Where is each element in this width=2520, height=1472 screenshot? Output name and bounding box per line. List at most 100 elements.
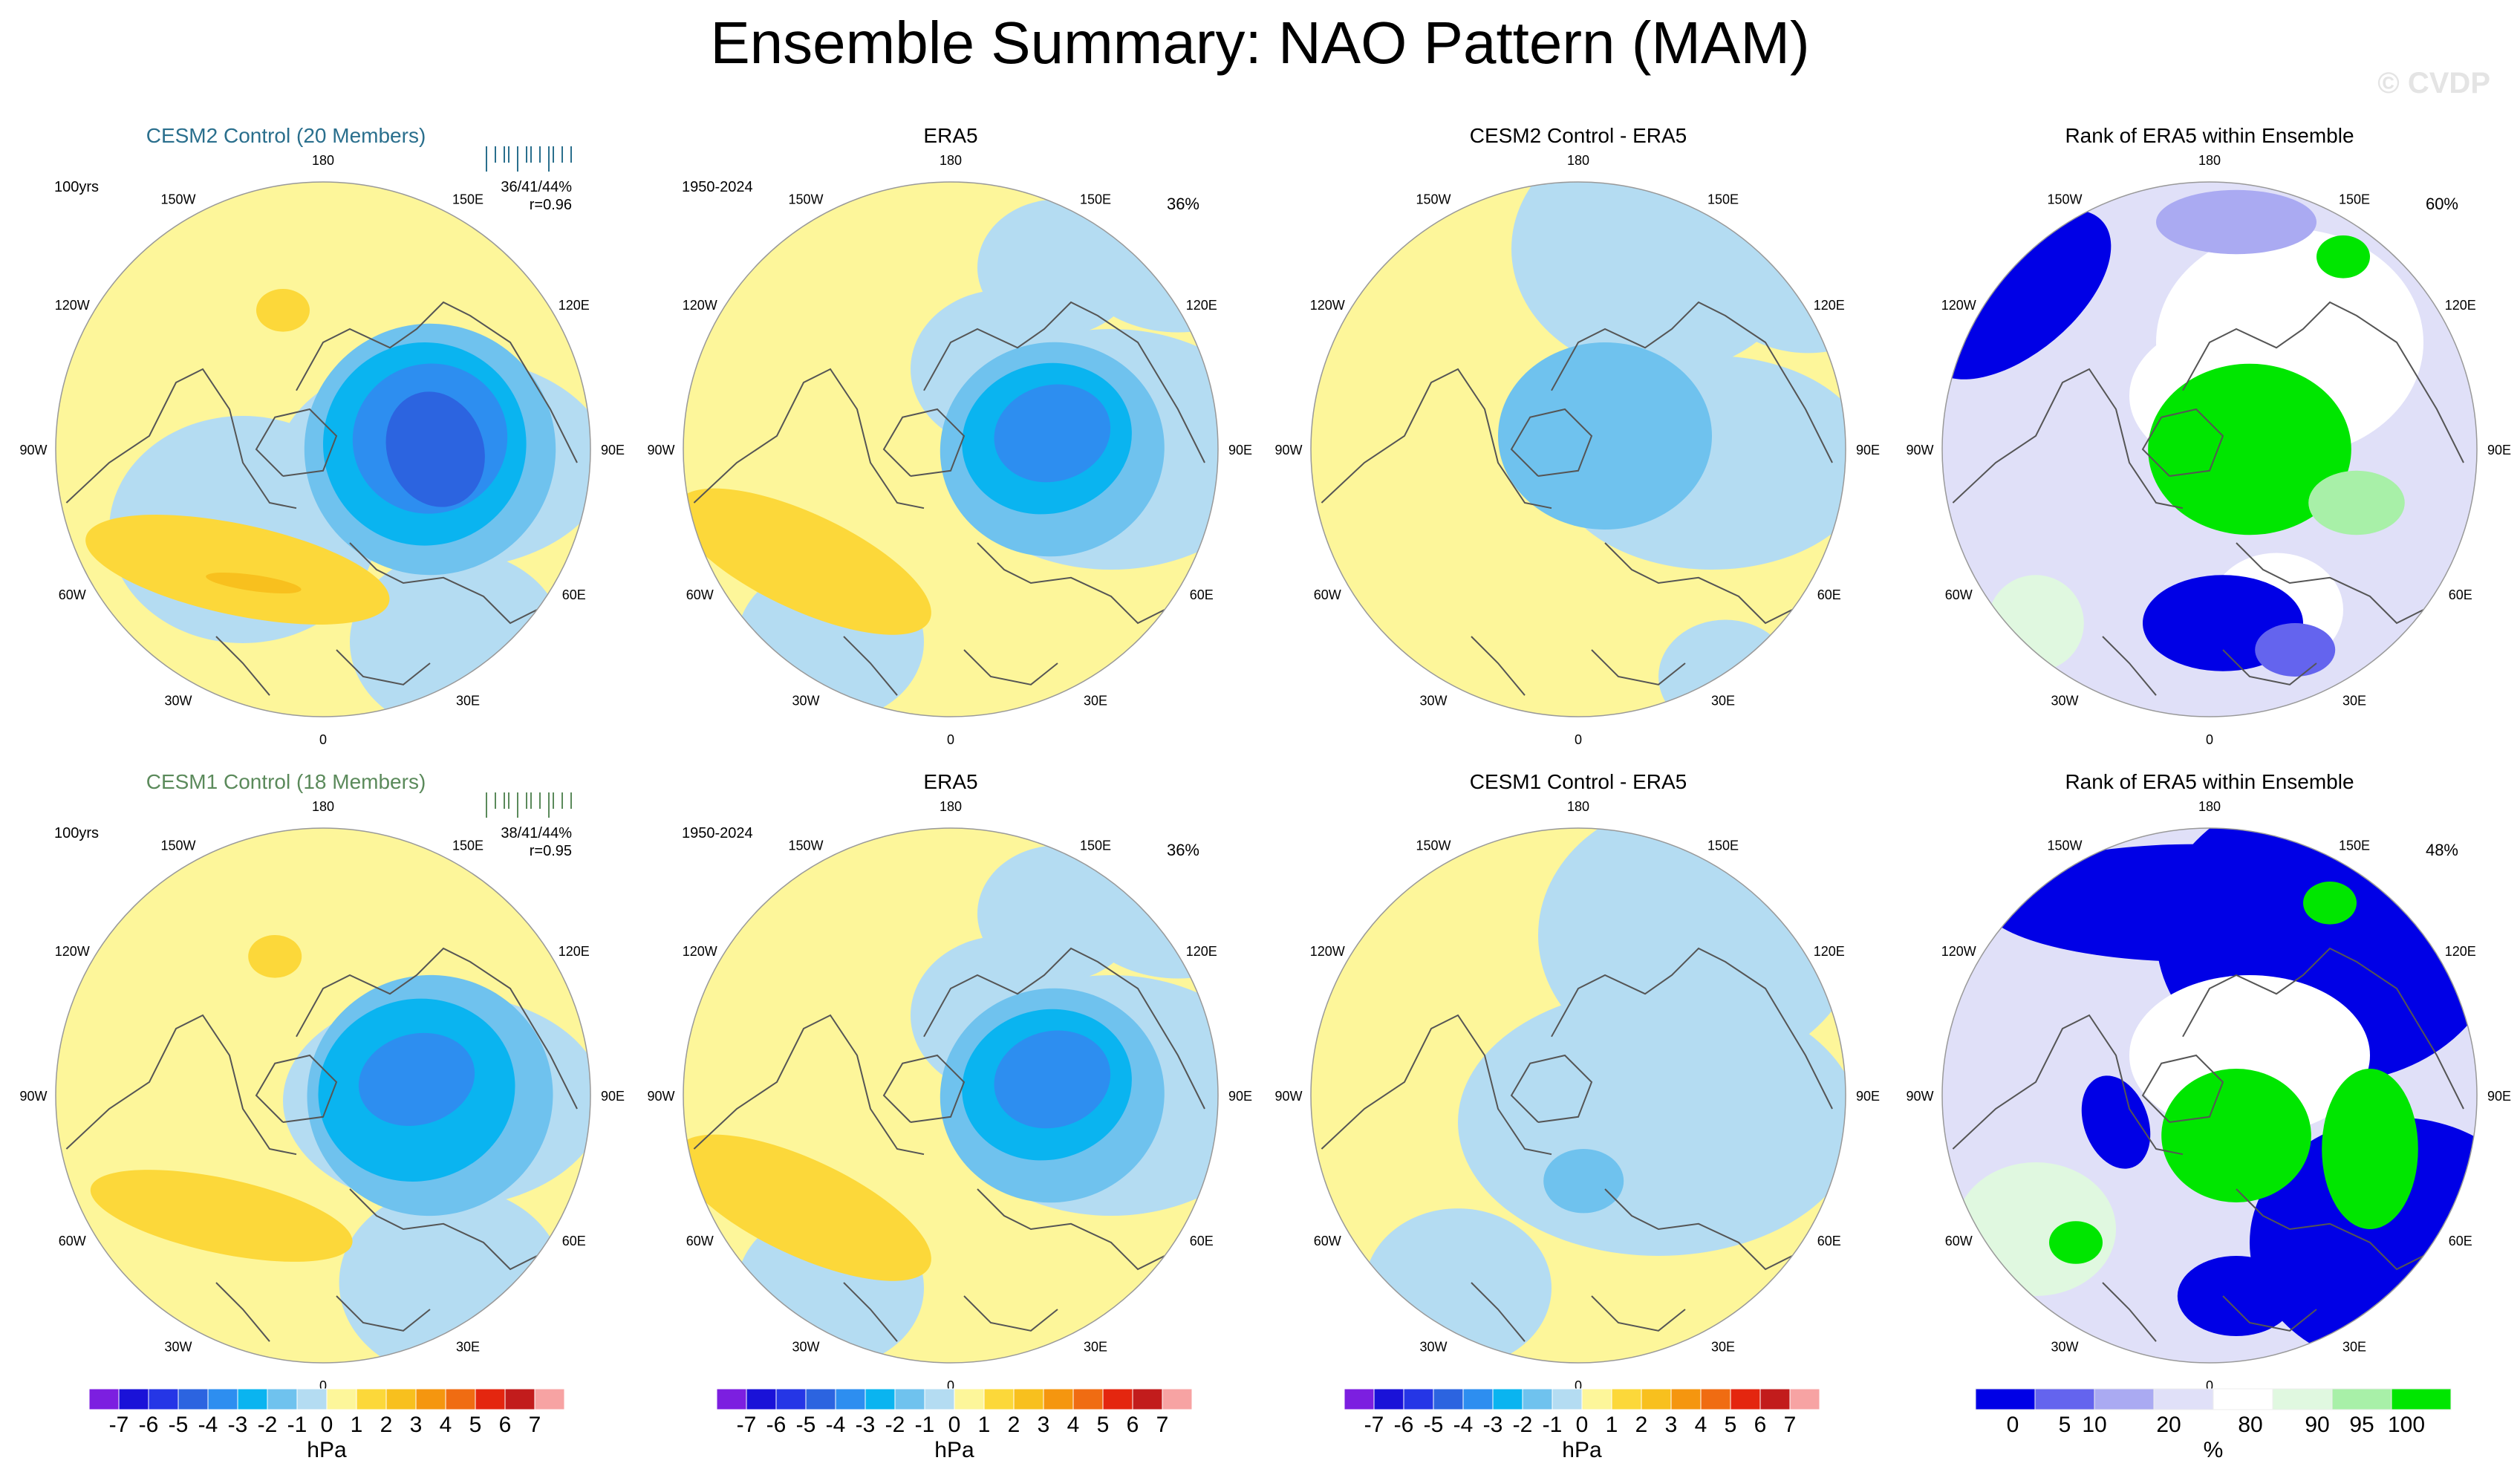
contour-region xyxy=(339,1187,564,1363)
longitude-label: 60E xyxy=(1190,1234,1214,1248)
colorbar-swatch xyxy=(118,1388,149,1410)
coastline xyxy=(2222,649,2317,685)
coastline xyxy=(349,542,538,625)
longitude-label: 30E xyxy=(2342,1340,2366,1355)
figure-title: Ensemble Summary: NAO Pattern (MAM) xyxy=(710,10,1810,76)
longitude-label: 0 xyxy=(1575,732,1582,747)
contour-region xyxy=(1511,182,1806,374)
longitude-label: 30W xyxy=(1419,1340,1447,1355)
colorbar-swatch xyxy=(2272,1388,2333,1410)
coastline xyxy=(65,368,297,509)
coastline xyxy=(215,636,270,696)
longitude-label: 60W xyxy=(1314,587,1341,602)
coastline xyxy=(843,1282,898,1342)
coastline xyxy=(215,1282,270,1342)
colorbar-tick-label: -4 xyxy=(1453,1413,1474,1437)
colorbar-tick-label: 0 xyxy=(321,1413,333,1437)
variance-label: 36% xyxy=(1167,841,1199,859)
coastline xyxy=(923,301,1205,463)
colorbar-swatch xyxy=(1522,1388,1553,1410)
colorbar-swatch xyxy=(1552,1388,1583,1410)
longitude-label: 60E xyxy=(562,587,586,602)
longitude-label: 120W xyxy=(1941,298,1976,313)
map-panel: 180 150E 120E 90E 60E 30E 0 30W 60W 90W 120W 150W Ra… xyxy=(1906,770,2511,1393)
longitude-label: 0 xyxy=(2206,1378,2213,1393)
coastline xyxy=(336,649,431,685)
contour-region xyxy=(994,1030,1111,1129)
colorbar-swatch xyxy=(1641,1388,1672,1410)
coastline xyxy=(693,1014,925,1156)
colorbar-swatch xyxy=(2153,1388,2214,1410)
map-boundary xyxy=(1310,181,1846,717)
longitude-label: 180 xyxy=(312,153,334,168)
cvdp-watermark: © CVDP xyxy=(2377,67,2490,100)
longitude-label: 30W xyxy=(792,1340,819,1355)
colorbar-tick-label: -5 xyxy=(169,1413,189,1437)
colorbar-tick-label: 1 xyxy=(1606,1413,1618,1437)
colorbar-tick-label: 2 xyxy=(1008,1413,1020,1437)
longitude-label: 90E xyxy=(1856,443,1880,457)
colorbar-unit: hPa xyxy=(1562,1438,1602,1462)
longitude-label: 90E xyxy=(1856,1089,1880,1104)
contour-region xyxy=(2308,470,2405,535)
longitude-label: 30W xyxy=(2051,1340,2078,1355)
coastline xyxy=(1551,301,1833,463)
colorbar-swatch xyxy=(2331,1388,2392,1410)
contour-region xyxy=(1942,209,2112,380)
colorbar-tick-label: 0 xyxy=(1576,1413,1589,1437)
longitude-label: 0 xyxy=(319,732,327,747)
colorbar-tick-label: -1 xyxy=(287,1413,307,1437)
colorbar-swatch xyxy=(1373,1388,1404,1410)
coastline xyxy=(255,1054,338,1123)
longitude-label: 120E xyxy=(1186,298,1217,313)
coastline xyxy=(1510,1054,1593,1123)
contour-region xyxy=(1987,575,2084,671)
longitude-label: 30E xyxy=(1084,694,1107,709)
colorbar-swatch xyxy=(835,1388,866,1410)
coastline xyxy=(1591,1295,1686,1332)
longitude-label: 150W xyxy=(788,838,823,853)
coastline xyxy=(336,1295,431,1332)
longitude-label: 150W xyxy=(1416,192,1451,206)
period-label: 100yrs xyxy=(54,179,99,195)
coastline xyxy=(1952,368,2184,509)
colorbar-swatch xyxy=(805,1388,836,1410)
period-label: 1950-2024 xyxy=(682,179,753,195)
colorbar-swatch xyxy=(88,1388,120,1410)
colorbar-tick-label: 3 xyxy=(1665,1413,1678,1437)
stats-correlation: r=0.95 xyxy=(530,843,572,859)
contour-region xyxy=(385,391,485,507)
colorbar-tick-label: -5 xyxy=(796,1413,816,1437)
contour-region xyxy=(358,1032,475,1126)
colorbar-swatch xyxy=(1162,1388,1193,1410)
map-boundary xyxy=(1941,827,2478,1364)
colorbar-swatch xyxy=(1102,1388,1133,1410)
colorbar-tick-label: 7 xyxy=(1156,1413,1169,1437)
map-boundary xyxy=(55,181,591,717)
coastline xyxy=(1471,636,1526,696)
contour-region xyxy=(206,573,302,593)
longitude-label: 0 xyxy=(947,732,954,747)
contour-region xyxy=(248,935,302,978)
longitude-label: 90W xyxy=(647,1089,674,1104)
coastline xyxy=(296,947,578,1110)
longitude-label: 120W xyxy=(55,944,90,959)
longitude-label: 0 xyxy=(2206,732,2213,747)
colorbar-tick-label: 4 xyxy=(1067,1413,1080,1437)
coastline xyxy=(977,1188,1165,1271)
colorbar-swatch xyxy=(1789,1388,1820,1410)
longitude-label: 60E xyxy=(562,1234,586,1248)
colorbar-swatch xyxy=(2094,1388,2155,1410)
contour-region xyxy=(2303,882,2357,925)
coastline xyxy=(1321,368,1552,509)
contour-region xyxy=(2316,235,2370,279)
coastline xyxy=(843,636,898,696)
colorbar-tick-label: -1 xyxy=(1543,1413,1563,1437)
colorbar-swatch xyxy=(746,1388,777,1410)
colorbar-tick-label: -4 xyxy=(198,1413,218,1437)
longitude-label: 150E xyxy=(1707,838,1739,853)
longitude-label: 30E xyxy=(1711,1340,1735,1355)
colorbar-hpa: -7 -6 -5 -4 -3 -2 -1 0 1 2 3 4 5 6 7 hPa xyxy=(88,1388,565,1462)
contour-region xyxy=(2161,1069,2311,1202)
colorbar-unit: % xyxy=(2204,1438,2224,1462)
